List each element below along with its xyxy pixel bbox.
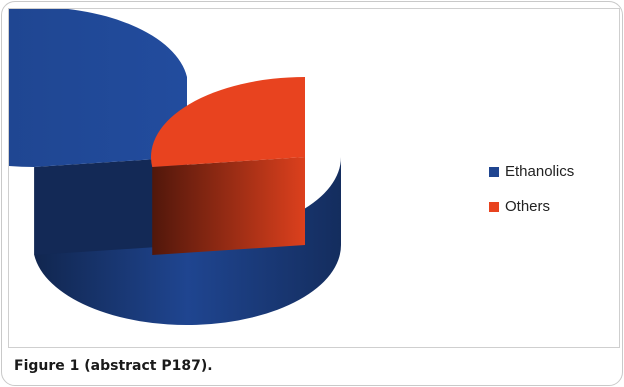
pie-slice-top-ethanolics [9,9,187,168]
pie-slice-cut-ethanolics [34,157,187,256]
legend-label-ethanolics: Ethanolics [505,163,575,180]
pie-chart [9,9,342,326]
chart-plot-area: Ethanolics Others [8,8,620,348]
legend-item-ethanolics: Ethanolics [489,161,574,182]
legend-swatch-ethanolics [489,166,499,177]
legend-label-others: Others [505,198,551,215]
pie-slice-cut-others [152,157,305,256]
legend-item-others: Others [489,196,574,217]
figure-caption: Figure 1 (abstract P187). [14,358,213,374]
chart-legend: Ethanolics Others [489,161,574,231]
legend-swatch-others [489,201,499,212]
pie-slice-top-others [151,76,305,168]
